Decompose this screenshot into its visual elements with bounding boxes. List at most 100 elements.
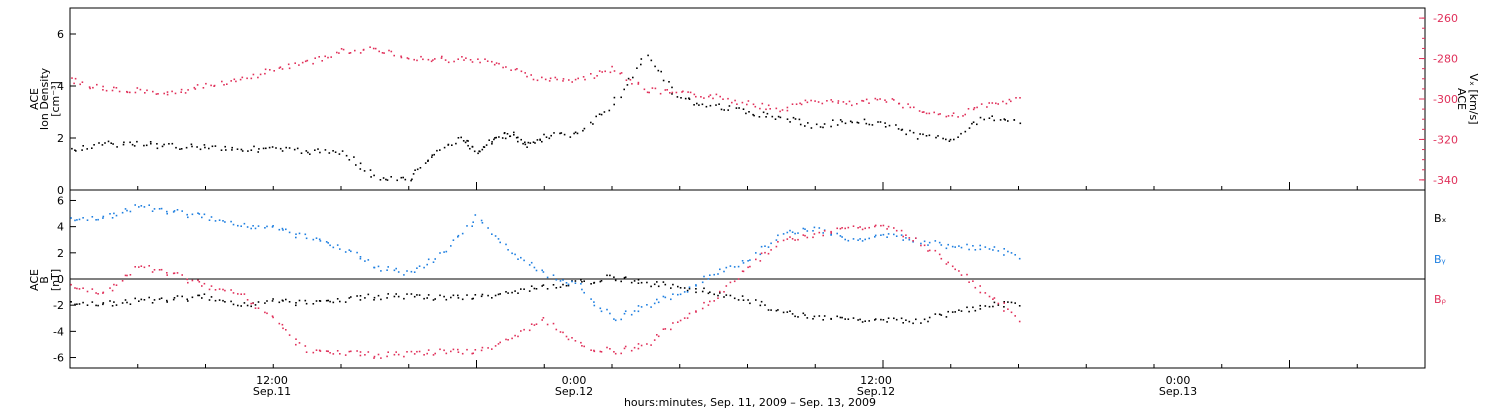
density-point [794, 118, 797, 120]
by-point [677, 293, 679, 296]
bz-point [923, 244, 926, 247]
density-point [473, 150, 476, 153]
by-point [201, 216, 203, 219]
density-point [460, 136, 462, 139]
density-point [948, 140, 951, 142]
bx-point [377, 294, 380, 297]
bz-point [951, 265, 954, 268]
bz-point [533, 324, 536, 326]
bz-point [480, 349, 483, 352]
velocity-point [330, 56, 332, 58]
density-point [792, 116, 795, 119]
bz-point [1018, 320, 1021, 323]
by-point [257, 225, 260, 227]
bz-point [380, 357, 382, 359]
by-point [742, 262, 745, 264]
velocity-point [298, 64, 300, 66]
bz-point [230, 289, 232, 291]
bz-point [719, 290, 721, 293]
bz-point [426, 352, 428, 355]
by-point [847, 239, 850, 242]
density-point [81, 149, 83, 151]
bz-point [427, 349, 430, 351]
by-point [546, 276, 549, 279]
by-point [972, 245, 974, 247]
bx-point [864, 320, 866, 322]
density-point [592, 123, 594, 125]
by-point [600, 310, 603, 313]
by-point [864, 238, 866, 241]
velocity-point [413, 58, 415, 61]
bz-point [571, 337, 573, 339]
bz-point [859, 226, 861, 228]
top-right-tick-label: -320 [1433, 133, 1458, 146]
velocity-point [921, 111, 924, 113]
velocity-point [574, 78, 577, 81]
density-point [370, 176, 372, 178]
bz-point [797, 238, 799, 241]
bz-point [979, 285, 981, 287]
by-point [472, 221, 474, 223]
bx-point [581, 281, 583, 283]
bx-point [664, 283, 667, 286]
bx-point [250, 305, 252, 308]
by-point [124, 208, 127, 210]
bz-point [874, 225, 876, 228]
density-point [288, 147, 291, 149]
velocity-point [318, 56, 320, 58]
bx-point [208, 299, 211, 301]
bx-point [542, 284, 545, 286]
x-axis-title: hours:minutes, Sep. 11, 2009 – Sep. 13, … [624, 396, 876, 409]
velocity-point [259, 73, 262, 76]
bx-point [466, 294, 468, 296]
bx-point [688, 287, 691, 290]
by-point [319, 240, 322, 242]
bz-point [620, 352, 622, 355]
top-left-tick-label: 6 [57, 28, 64, 41]
bx-point [181, 295, 183, 298]
density-point [385, 178, 387, 181]
bz-point [148, 265, 150, 267]
velocity-point [118, 90, 121, 93]
bz-point [325, 350, 328, 352]
top-right-ylabel-line1: ACE [1455, 88, 1468, 110]
velocity-point [754, 105, 757, 108]
velocity-point [562, 78, 565, 80]
density-point [777, 115, 780, 118]
velocity-point [918, 110, 921, 112]
bx-point [288, 301, 291, 303]
velocity-point [294, 62, 296, 64]
velocity-point [837, 100, 840, 102]
bz-point [257, 307, 260, 309]
bz-point [670, 328, 672, 331]
by-point [166, 212, 168, 215]
bz-point [656, 334, 658, 336]
bz-point [677, 321, 679, 323]
bz-point [552, 322, 555, 325]
velocity-point [700, 96, 702, 98]
bz-point [160, 268, 163, 271]
velocity-point [477, 58, 479, 60]
density-point [98, 142, 100, 144]
velocity-point [804, 99, 807, 102]
by-point [804, 228, 806, 230]
density-point [412, 173, 415, 175]
density-point [718, 103, 720, 105]
bz-point [298, 342, 301, 344]
density-point [309, 153, 311, 155]
bz-point [281, 323, 284, 326]
velocity-point [287, 63, 290, 66]
bz-point [432, 354, 435, 356]
bz-point [285, 329, 287, 331]
bx-point [791, 313, 794, 315]
bz-point [203, 282, 206, 285]
bx-point [304, 299, 307, 302]
bz-point [653, 339, 656, 341]
by-point [393, 269, 396, 272]
velocity-point [81, 81, 84, 83]
velocity-point [471, 61, 474, 63]
bz-point [102, 291, 105, 294]
velocity-point [369, 46, 371, 48]
velocity-point [205, 82, 207, 85]
bx-point [474, 294, 477, 296]
